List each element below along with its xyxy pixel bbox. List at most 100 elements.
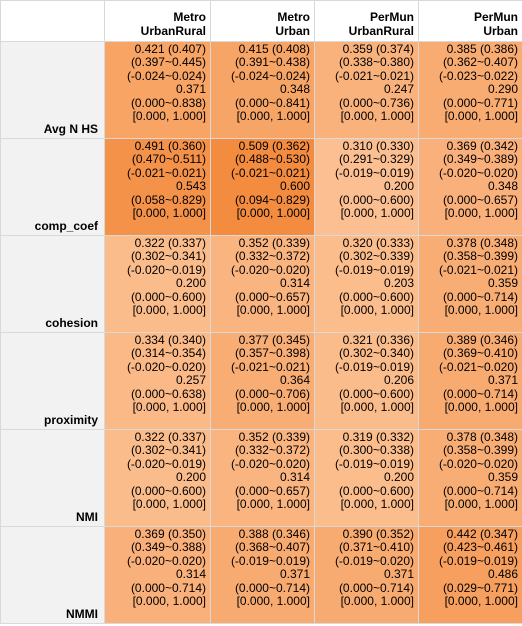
cell-median: 0.200 bbox=[175, 470, 206, 485]
cell-difference-range: (-0.019~0.019) bbox=[230, 553, 310, 568]
cell-bounds: [0.000, 1.000] bbox=[132, 399, 206, 414]
row-header[interactable]: Avg N HS bbox=[0, 41, 105, 139]
cell-mean-sd: 0.415 (0.408) bbox=[238, 42, 310, 56]
cell-mean-sd: 0.359 (0.374) bbox=[342, 42, 414, 56]
cell-mean-sd: 0.369 (0.342) bbox=[446, 139, 518, 153]
data-cell[interactable]: 0.369 (0.342) (0.349~0.389) (-0.020~0.020)… bbox=[418, 138, 522, 236]
data-cell[interactable]: 0.377 (0.345) (0.357~0.398) (-0.021~0.021)… bbox=[210, 332, 315, 430]
data-cell[interactable]: 0.421 (0.407) (0.397~0.445) (-0.024~0.024)… bbox=[104, 41, 211, 139]
table-row: NMI 0.322 (0.337) (0.302~0.341) (-0.020~0.0… bbox=[0, 429, 522, 527]
cell-value-range: (0.000~0.600) bbox=[338, 483, 414, 498]
data-cell[interactable]: 0.388 (0.346) (0.368~0.407) (-0.019~0.019)… bbox=[210, 526, 315, 624]
row-header[interactable]: comp_coef bbox=[0, 138, 105, 236]
cell-bounds: [0.000, 1.000] bbox=[340, 496, 414, 511]
cell-value-range: (0.000~0.841) bbox=[234, 95, 310, 110]
cell-value-range: (0.029~0.771) bbox=[442, 580, 518, 595]
cell-mean-sd: 0.320 (0.333) bbox=[342, 236, 414, 250]
data-cell[interactable]: 0.352 (0.339) (0.332~0.372) (-0.020~0.020)… bbox=[210, 235, 315, 333]
data-cell[interactable]: 0.385 (0.386) (0.362~0.407) (-0.023~0.022)… bbox=[418, 41, 522, 139]
data-cell[interactable]: 0.389 (0.346) (0.369~0.410) (-0.021~0.020)… bbox=[418, 332, 522, 430]
column-header-line1: Metro bbox=[173, 10, 206, 24]
cell-difference-range: (-0.021~0.020) bbox=[438, 359, 518, 374]
cell-confidence-interval: (0.423~0.461) bbox=[442, 540, 518, 555]
cell-mean-sd: 0.421 (0.407) bbox=[134, 42, 206, 56]
column-header-metro-urban[interactable]: Metro Urban bbox=[210, 0, 315, 42]
cell-difference-range: (-0.020~0.020) bbox=[438, 456, 518, 471]
cell-confidence-interval: (0.332~0.372) bbox=[234, 249, 310, 264]
cell-median: 0.543 bbox=[175, 179, 206, 194]
cell-mean-sd: 0.378 (0.348) bbox=[446, 236, 518, 250]
cell-median: 0.206 bbox=[383, 373, 414, 388]
cell-confidence-interval: (0.397~0.445) bbox=[130, 55, 206, 70]
cell-mean-sd: 0.390 (0.352) bbox=[342, 527, 414, 541]
cell-difference-range: (-0.020~0.020) bbox=[230, 456, 310, 471]
cell-difference-range: (-0.020~0.020) bbox=[230, 262, 310, 277]
cell-median: 0.203 bbox=[383, 276, 414, 291]
cell-mean-sd: 0.389 (0.346) bbox=[446, 333, 518, 347]
column-header-line2: UrbanRural bbox=[348, 24, 414, 38]
row-header[interactable]: NMI bbox=[0, 429, 105, 527]
data-cell[interactable]: 0.321 (0.336) (0.302~0.340) (-0.019~0.019)… bbox=[314, 332, 419, 430]
data-cell[interactable]: 0.378 (0.348) (0.358~0.399) (-0.020~0.020)… bbox=[418, 429, 522, 527]
data-cell[interactable]: 0.334 (0.340) (0.314~0.354) (-0.020~0.020)… bbox=[104, 332, 211, 430]
data-cell[interactable]: 0.390 (0.352) (0.371~0.410) (-0.019~0.020)… bbox=[314, 526, 419, 624]
cell-value-range: (0.000~0.600) bbox=[338, 386, 414, 401]
cell-confidence-interval: (0.368~0.407) bbox=[234, 540, 310, 555]
table-row: cohesion 0.322 (0.337) (0.302~0.341) (-0.02… bbox=[0, 235, 522, 333]
cell-bounds: [0.000, 1.000] bbox=[132, 302, 206, 317]
cell-value-range: (0.000~0.714) bbox=[442, 483, 518, 498]
cell-bounds: [0.000, 1.000] bbox=[236, 593, 310, 608]
data-cell[interactable]: 0.319 (0.332) (0.300~0.338) (-0.019~0.019)… bbox=[314, 429, 419, 527]
cell-median: 0.247 bbox=[383, 82, 414, 97]
data-cell[interactable]: 0.378 (0.348) (0.358~0.399) (-0.021~0.021)… bbox=[418, 235, 522, 333]
cell-mean-sd: 0.322 (0.337) bbox=[134, 236, 206, 250]
data-cell[interactable]: 0.369 (0.350) (0.349~0.388) (-0.020~0.020)… bbox=[104, 526, 211, 624]
data-cell[interactable]: 0.415 (0.408) (0.391~0.438) (-0.024~0.024)… bbox=[210, 41, 315, 139]
data-cell[interactable]: 0.359 (0.374) (0.338~0.380) (-0.021~0.021)… bbox=[314, 41, 419, 139]
cell-difference-range: (-0.021~0.021) bbox=[230, 165, 310, 180]
table-row: Avg N HS 0.421 (0.407) (0.397~0.445) (-0.02… bbox=[0, 41, 522, 139]
cell-value-range: (0.000~0.714) bbox=[442, 289, 518, 304]
cell-mean-sd: 0.310 (0.330) bbox=[342, 139, 414, 153]
data-cell[interactable]: 0.322 (0.337) (0.302~0.341) (-0.020~0.019)… bbox=[104, 429, 211, 527]
data-cell[interactable]: 0.320 (0.333) (0.302~0.339) (-0.019~0.019)… bbox=[314, 235, 419, 333]
cell-confidence-interval: (0.349~0.388) bbox=[130, 540, 206, 555]
cell-value-range: (0.000~0.657) bbox=[442, 192, 518, 207]
cell-value-range: (0.000~0.657) bbox=[234, 289, 310, 304]
cell-mean-sd: 0.352 (0.339) bbox=[238, 430, 310, 444]
cell-mean-sd: 0.334 (0.340) bbox=[134, 333, 206, 347]
cell-value-range: (0.000~0.714) bbox=[442, 386, 518, 401]
cell-confidence-interval: (0.362~0.407) bbox=[442, 55, 518, 70]
row-header[interactable]: cohesion bbox=[0, 235, 105, 333]
data-cell[interactable]: 0.442 (0.347) (0.423~0.461) (-0.019~0.019)… bbox=[418, 526, 522, 624]
data-cell[interactable]: 0.509 (0.362) (0.488~0.530) (-0.021~0.021)… bbox=[210, 138, 315, 236]
cell-mean-sd: 0.322 (0.337) bbox=[134, 430, 206, 444]
cell-difference-range: (-0.019~0.020) bbox=[334, 553, 414, 568]
cell-confidence-interval: (0.302~0.341) bbox=[130, 443, 206, 458]
cell-confidence-interval: (0.369~0.410) bbox=[442, 346, 518, 361]
cell-confidence-interval: (0.302~0.339) bbox=[338, 249, 414, 264]
cell-value-range: (0.058~0.829) bbox=[130, 192, 206, 207]
column-header-metro-urbanrural[interactable]: Metro UrbanRural bbox=[104, 0, 211, 42]
cell-median: 0.200 bbox=[383, 470, 414, 485]
cell-mean-sd: 0.321 (0.336) bbox=[342, 333, 414, 347]
data-cell[interactable]: 0.491 (0.360) (0.470~0.511) (-0.021~0.021)… bbox=[104, 138, 211, 236]
cell-bounds: [0.000, 1.000] bbox=[340, 399, 414, 414]
row-header[interactable]: NMMI bbox=[0, 526, 105, 624]
cell-value-range: (0.000~0.838) bbox=[130, 95, 206, 110]
cell-confidence-interval: (0.300~0.338) bbox=[338, 443, 414, 458]
row-header[interactable]: proximity bbox=[0, 332, 105, 430]
column-header-permun-urbanrural[interactable]: PerMun UrbanRural bbox=[314, 0, 419, 42]
column-header-permun-urban[interactable]: PerMun Urban bbox=[418, 0, 522, 42]
data-cell[interactable]: 0.310 (0.330) (0.291~0.329) (-0.019~0.019)… bbox=[314, 138, 419, 236]
cell-mean-sd: 0.369 (0.350) bbox=[134, 527, 206, 541]
cell-confidence-interval: (0.358~0.399) bbox=[442, 249, 518, 264]
cell-bounds: [0.000, 1.000] bbox=[236, 399, 310, 414]
cell-difference-range: (-0.021~0.021) bbox=[438, 262, 518, 277]
data-cell[interactable]: 0.352 (0.339) (0.332~0.372) (-0.020~0.020)… bbox=[210, 429, 315, 527]
cell-mean-sd: 0.352 (0.339) bbox=[238, 236, 310, 250]
cell-median: 0.257 bbox=[175, 373, 206, 388]
data-cell[interactable]: 0.322 (0.337) (0.302~0.341) (-0.020~0.019)… bbox=[104, 235, 211, 333]
cell-value-range: (0.000~0.706) bbox=[234, 386, 310, 401]
